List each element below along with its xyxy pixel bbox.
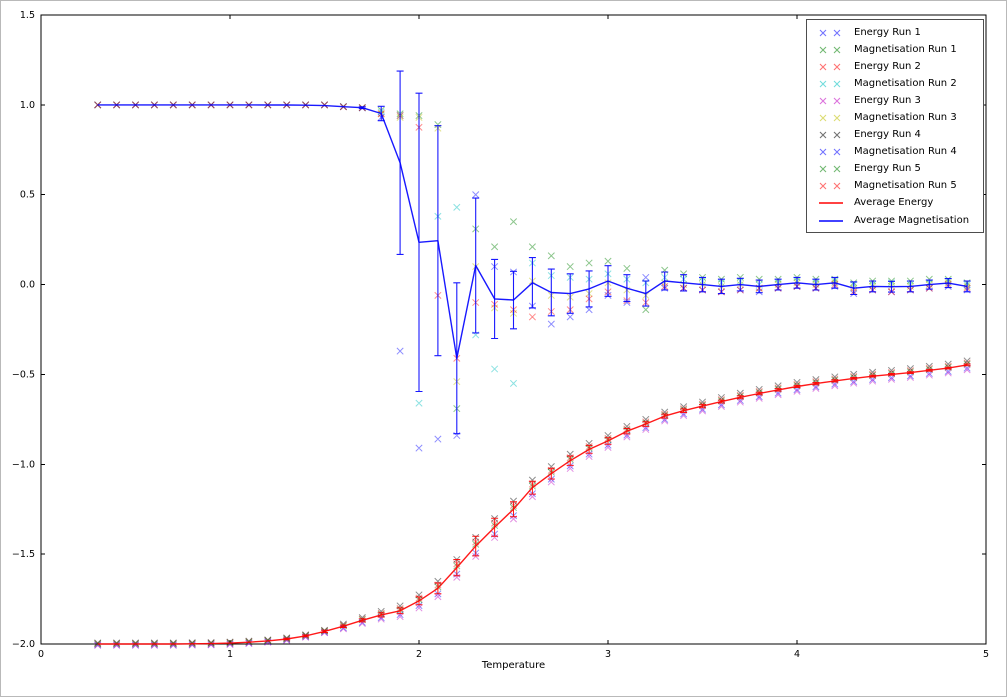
legend-entry: Magnetisation Run 2 — [809, 75, 981, 92]
legend: Energy Run 1 Magnetisation Run 1 Energy Ru… — [806, 19, 984, 234]
legend-line-swatch — [819, 202, 843, 205]
legend-entry: Magnetisation Run 4 — [809, 144, 981, 161]
legend-entry-label: Magnetisation Run 1 — [854, 43, 957, 55]
y-tick-label: −0.5 — [12, 369, 35, 380]
legend-entry-label: Magnetisation Run 2 — [854, 77, 957, 89]
legend-x-marker-icon — [819, 97, 841, 105]
y-tick-label: −2.0 — [12, 639, 35, 650]
legend-entry: Average Magnetisation — [809, 212, 981, 229]
legend-entry: Magnetisation Run 3 — [809, 109, 981, 126]
x-tick-label: 0 — [38, 649, 44, 660]
average-magnetisation-line — [97, 104, 968, 359]
y-tick-label: −1.5 — [12, 549, 35, 560]
energy-run-2-markers — [94, 359, 971, 648]
legend-entry-label: Magnetisation Run 4 — [854, 146, 957, 158]
y-tick-label: 0.0 — [20, 280, 35, 291]
legend-x-marker-icon — [819, 80, 841, 88]
legend-entry: Magnetisation Run 1 — [809, 41, 981, 58]
average-energy-error-bars — [283, 363, 971, 641]
legend-x-marker-icon — [819, 29, 841, 36]
legend-entry-label: Magnetisation Run 3 — [854, 112, 957, 124]
legend-entry-label: Average Energy — [854, 197, 934, 209]
legend-entry-label: Energy Run 4 — [854, 129, 921, 141]
legend-entry: Energy Run 1 — [809, 24, 981, 41]
y-tick-label: −1.0 — [12, 459, 35, 470]
legend-entry: Energy Run 5 — [809, 161, 981, 178]
legend-entry-label: Magnetisation Run 5 — [854, 180, 957, 192]
x-tick-label: 2 — [416, 649, 422, 660]
legend-x-marker-icon — [819, 63, 841, 71]
legend-entry: Energy Run 4 — [809, 127, 981, 144]
legend-entry-label: Energy Run 2 — [854, 60, 921, 72]
x-tick-label: 4 — [794, 649, 800, 660]
legend-entry: Energy Run 3 — [809, 92, 981, 109]
legend-entry: Energy Run 2 — [809, 58, 981, 75]
legend-entry: Magnetisation Run 5 — [809, 178, 981, 195]
energy-run-3-markers — [94, 366, 971, 649]
energy-run-5-markers — [94, 360, 971, 648]
legend-entry: Average Energy — [809, 195, 981, 212]
legend-entry-label: Energy Run 3 — [854, 94, 921, 106]
legend-x-marker-icon — [819, 131, 841, 139]
energy-run-4-markers — [94, 357, 971, 647]
legend-x-marker-icon — [819, 114, 841, 122]
energy-run-1-markers — [94, 364, 971, 649]
y-tick-label: 1.0 — [20, 100, 35, 111]
legend-x-marker-icon — [819, 183, 841, 190]
legend-x-marker-icon — [819, 148, 841, 156]
legend-x-marker-icon — [819, 165, 841, 173]
x-tick-label: 3 — [605, 649, 611, 660]
average-energy-line — [97, 364, 968, 645]
x-tick-label: 5 — [983, 649, 989, 660]
y-tick-label: 1.5 — [20, 10, 35, 21]
legend-line-swatch — [819, 219, 843, 222]
x-tick-label: 1 — [227, 649, 233, 660]
y-tick-label: 0.5 — [20, 190, 35, 201]
legend-entry-label: Energy Run 5 — [854, 163, 921, 175]
legend-x-marker-icon — [819, 46, 841, 54]
x-axis-label: Temperature — [481, 660, 545, 671]
legend-entry-label: Energy Run 1 — [854, 26, 921, 38]
legend-entry-label: Average Magnetisation — [854, 214, 970, 226]
axes-frame — [40, 14, 987, 645]
